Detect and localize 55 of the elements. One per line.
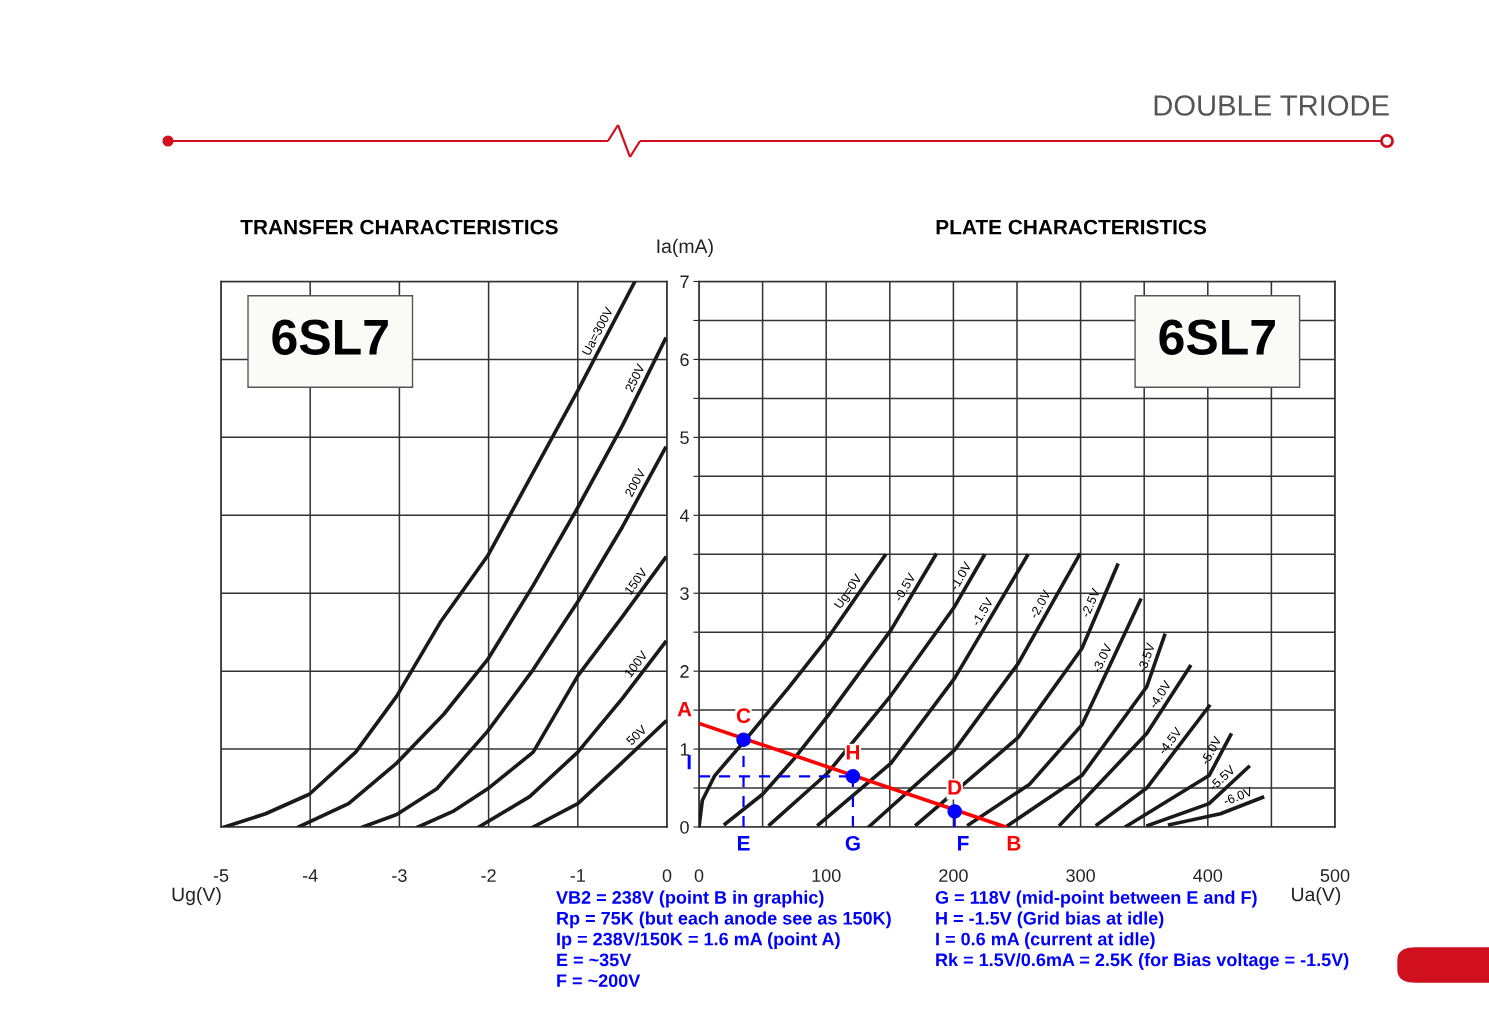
annotation: D: [948, 780, 962, 795]
annotation: C: [736, 708, 751, 724]
annotation: A: [677, 701, 692, 717]
x-tick-label: 0: [662, 869, 672, 882]
x-tick-label: -3: [392, 869, 407, 882]
text: G = 118V (mid-point between E and F): [935, 890, 1257, 908]
text: E = ~35V: [557, 953, 632, 967]
chart-title: TRANSFER CHARACTERISTICS: [240, 219, 558, 235]
text: VB2 = 238V (point B in graphic): [556, 890, 824, 908]
annotation: E: [737, 836, 750, 851]
annotation: H: [846, 745, 860, 760]
x-tick-label: 400: [1193, 869, 1223, 882]
text: -3.5V: [1137, 642, 1156, 673]
text: F = ~200V: [557, 974, 641, 988]
y-tick-label: 2: [680, 665, 689, 678]
y-tick-label: 6: [680, 353, 689, 367]
x-tick-label: -5: [213, 869, 229, 882]
x-tick-label: -2: [481, 869, 496, 882]
x-tick-label: -1: [570, 869, 585, 882]
text: I = 0.6 mA (current at idle): [936, 932, 1155, 950]
text: 250V: [624, 362, 646, 393]
y-tick-label: 3: [680, 587, 689, 600]
x-tick-label: 0: [694, 869, 704, 882]
text: -5.0V: [1200, 735, 1222, 766]
x-axis-title: Ug(V): [172, 887, 221, 906]
text: Ip = 238V/150K = 1.6 mA (point A): [557, 932, 840, 950]
y-tick-label: 1: [680, 743, 689, 756]
text: -2.0V: [1029, 589, 1052, 619]
x-tick-label: 100: [812, 869, 841, 882]
x-tick-label: 500: [1320, 869, 1350, 882]
x-tick-label: 300: [1066, 869, 1095, 882]
annotation: B: [1007, 836, 1021, 851]
text: H = -1.5V (Grid bias at idle): [936, 911, 1164, 929]
y-tick-label: 5: [680, 431, 689, 445]
annotation: I: [687, 754, 691, 770]
text: 50V: [625, 724, 648, 746]
text: Rp = 75K (but each anode see as 150K): [557, 911, 891, 929]
text: -6.0V: [1222, 786, 1254, 806]
y-tick-label: 0: [680, 820, 689, 834]
text: Rk = 1.5V/0.6mA = 2.5K (for Bias voltage = -1.5V): [936, 952, 1349, 970]
x-tick-label: 200: [939, 869, 968, 882]
annotation: G: [845, 835, 860, 851]
x-axis-title: Ua(V): [1292, 887, 1341, 906]
text: -2.5V: [1080, 587, 1101, 618]
y-tick-label: 7: [680, 275, 689, 289]
annotation: 6SL7: [272, 319, 388, 355]
text: -3.0V: [1091, 642, 1113, 674]
chart-title: PLATE CHARACTERISTICS: [936, 219, 1207, 235]
y-axis-title: Ia(mA): [657, 238, 713, 257]
annotation: F: [958, 836, 969, 851]
y-tick-label: 4: [679, 509, 690, 522]
text: DOUBLE TRIODE: [1154, 95, 1389, 116]
annotation: 6SL7: [1159, 319, 1275, 355]
text: 200V: [624, 467, 646, 498]
x-tick-label: -4: [302, 869, 318, 882]
